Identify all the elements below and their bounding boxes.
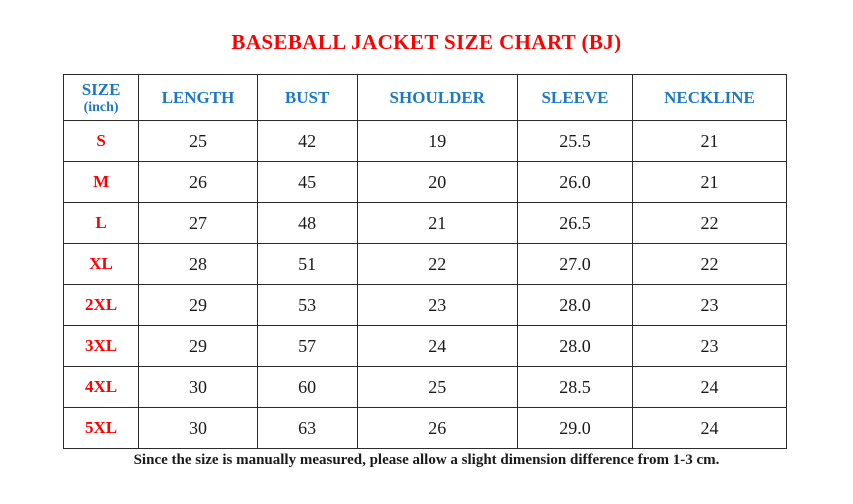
- shoulder-value: 24: [356, 325, 519, 367]
- size-label: M: [62, 161, 140, 203]
- length-value: 28: [138, 243, 258, 285]
- neckline-value: 21: [631, 120, 788, 162]
- sleeve-value: 27.0: [517, 243, 633, 285]
- table-row: S 25 42 19 25.5 21: [62, 120, 788, 162]
- bust-value: 48: [256, 202, 358, 244]
- neckline-value: 21: [631, 161, 788, 203]
- sleeve-value: 29.0: [517, 407, 633, 449]
- shoulder-value: 21: [356, 202, 519, 244]
- bust-value: 45: [256, 161, 358, 203]
- bust-value: 63: [256, 407, 358, 449]
- size-label: 5XL: [62, 407, 140, 449]
- neckline-value: 24: [631, 366, 788, 408]
- col-header-size: SIZE (inch): [62, 74, 140, 121]
- sleeve-value: 28.0: [517, 284, 633, 326]
- page-title: BASEBALL JACKET SIZE CHART (BJ): [231, 30, 622, 54]
- sleeve-value: 25.5: [517, 120, 633, 162]
- size-label: S: [62, 120, 140, 162]
- table-row: L 27 48 21 26.5 22: [62, 202, 788, 244]
- table-row: 5XL 30 63 26 29.0 24: [62, 407, 788, 449]
- bust-value: 42: [256, 120, 358, 162]
- size-table-body: S 25 42 19 25.5 21 M 26 45 20 26.0 21 L 27 48 21 26.5 22 X…: [62, 120, 788, 449]
- length-value: 26: [138, 161, 258, 203]
- neckline-value: 24: [631, 407, 788, 449]
- bust-value: 60: [256, 366, 358, 408]
- bust-value: 51: [256, 243, 358, 285]
- length-value: 27: [138, 202, 258, 244]
- col-header-length: LENGTH: [138, 74, 258, 121]
- sleeve-value: 28.0: [517, 325, 633, 367]
- sleeve-value: 26.5: [517, 202, 633, 244]
- shoulder-value: 23: [356, 284, 519, 326]
- col-header-bust: BUST: [256, 74, 358, 121]
- bust-value: 57: [256, 325, 358, 367]
- shoulder-value: 26: [356, 407, 519, 449]
- size-header-unit: (inch): [83, 99, 119, 115]
- col-header-neckline: NECKLINE: [631, 74, 788, 121]
- length-value: 29: [138, 284, 258, 326]
- sleeve-value: 26.0: [517, 161, 633, 203]
- bust-value: 53: [256, 284, 358, 326]
- length-value: 30: [138, 407, 258, 449]
- shoulder-value: 20: [356, 161, 519, 203]
- length-value: 30: [138, 366, 258, 408]
- size-label: 3XL: [62, 325, 140, 367]
- shoulder-value: 19: [356, 120, 519, 162]
- shoulder-value: 25: [356, 366, 519, 408]
- size-label: 4XL: [62, 366, 140, 408]
- length-value: 29: [138, 325, 258, 367]
- sleeve-value: 28.5: [517, 366, 633, 408]
- neckline-value: 22: [631, 202, 788, 244]
- table-row: 4XL 30 60 25 28.5 24: [62, 366, 788, 408]
- size-label: 2XL: [62, 284, 140, 326]
- neckline-value: 23: [631, 284, 788, 326]
- header-row: SIZE (inch) LENGTH BUST SHOULDER SLEEVE …: [62, 74, 788, 121]
- table-row: M 26 45 20 26.0 21: [62, 161, 788, 203]
- shoulder-value: 22: [356, 243, 519, 285]
- table-row: 3XL 29 57 24 28.0 23: [62, 325, 788, 367]
- table-row: 2XL 29 53 23 28.0 23: [62, 284, 788, 326]
- length-value: 25: [138, 120, 258, 162]
- size-header-label: SIZE: [81, 80, 121, 100]
- col-header-sleeve: SLEEVE: [517, 74, 633, 121]
- neckline-value: 22: [631, 243, 788, 285]
- size-label: XL: [62, 243, 140, 285]
- size-label: L: [62, 202, 140, 244]
- size-chart-table: SIZE (inch) LENGTH BUST SHOULDER SLEEVE …: [62, 74, 788, 449]
- col-header-shoulder: SHOULDER: [356, 74, 519, 121]
- measurement-note: Since the size is manually measured, ple…: [133, 452, 720, 468]
- neckline-value: 23: [631, 325, 788, 367]
- table-row: XL 28 51 22 27.0 22: [62, 243, 788, 285]
